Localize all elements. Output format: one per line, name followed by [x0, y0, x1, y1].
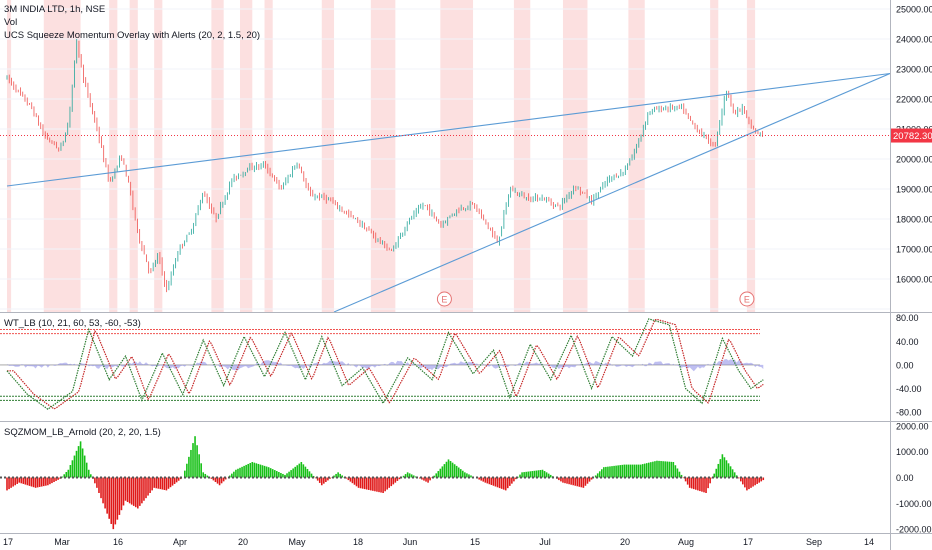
time-tick-label: 14	[864, 537, 874, 547]
time-tick-label: 15	[470, 537, 480, 547]
time-tick-label: 20	[620, 537, 630, 547]
vol-legend[interactable]: Vol	[4, 17, 18, 28]
last-price-tag: 20782.30	[0, 128, 932, 143]
squeeze-band	[562, 0, 588, 312]
squeeze-band	[440, 0, 474, 312]
price-tick-label: 19000.00	[896, 185, 932, 195]
squeeze-band	[129, 0, 138, 312]
time-tick-label: Mar	[54, 537, 70, 547]
wt-legend[interactable]: WT_LB (10, 21, 60, 53, -60, -53)	[4, 318, 141, 329]
wt-tick-label: -80.00	[896, 408, 922, 418]
sqz-tick-label: 1000.00	[896, 447, 929, 457]
ucs-legend[interactable]: UCS Squeeze Momentum Overlay with Alerts…	[4, 30, 261, 41]
wt2-line	[7, 318, 764, 410]
price-tick-label: 24000.00	[896, 35, 932, 45]
trendlines	[6, 72, 891, 313]
squeeze-band	[710, 0, 719, 312]
price-candles	[6, 39, 763, 293]
sqz-tick-label: -1000.00	[896, 499, 932, 509]
sqz-legend[interactable]: SQZMOM_LB_Arnold (20, 2, 20, 1.5)	[4, 427, 161, 438]
time-tick-label: Jun	[403, 537, 418, 547]
earnings-marker	[739, 291, 755, 307]
wt-axis[interactable]: 80.00 40.00 0.00 -40.00 -80.00	[896, 313, 922, 417]
squeeze-band	[109, 0, 118, 312]
squeeze-bands	[7, 0, 756, 312]
wt-diff-area	[7, 359, 764, 372]
squeeze-band	[264, 0, 273, 312]
time-tick-label: Jul	[539, 537, 551, 547]
squeeze-momentum	[0, 436, 765, 530]
symbol-title[interactable]: 3M INDIA LTD, 1h, NSE	[4, 4, 106, 15]
sqz-axis[interactable]: 2000.00 1000.00 0.00 -1000.00 -2000.00	[896, 421, 932, 534]
grid-lines	[0, 8, 890, 310]
time-tick-label: 16	[113, 537, 123, 547]
price-tick-label: 20000.00	[896, 155, 932, 165]
price-tick-label: 23000.00	[896, 65, 932, 75]
price-tick-label: 22000.00	[896, 95, 932, 105]
earnings-marker	[436, 291, 452, 307]
wt-tick-label: 40.00	[896, 337, 919, 347]
trendline	[6, 72, 891, 187]
earnings-label: E	[744, 295, 750, 305]
last-price-box	[891, 128, 932, 143]
time-tick-label: May	[288, 537, 306, 547]
squeeze-band	[746, 0, 756, 312]
time-tick-label: Aug	[678, 537, 694, 547]
wt-tick-label: -40.00	[896, 384, 922, 394]
price-tick-label: 18000.00	[896, 215, 932, 225]
squeeze-band	[211, 0, 224, 312]
wt-indicator	[0, 318, 764, 410]
time-tick-label: 17	[3, 537, 13, 547]
price-tick-label: 17000.00	[896, 245, 932, 255]
squeeze-band	[321, 0, 335, 312]
sqz-tick-label: 0.00	[896, 473, 914, 483]
sqz-tick-label: 2000.00	[896, 421, 929, 431]
price-tick-label: 16000.00	[896, 275, 932, 285]
time-tick-label: Apr	[173, 537, 187, 547]
squeeze-band	[43, 0, 81, 312]
last-price-label: 20782.30	[893, 131, 932, 142]
time-tick-label: 18	[353, 537, 363, 547]
squeeze-band	[370, 0, 396, 312]
wt1-line	[6, 318, 764, 410]
time-tick-label: 17	[743, 537, 753, 547]
squeeze-band	[513, 0, 531, 312]
time-axis[interactable]: 17 Mar 16 Apr 20 May 18 Jun 15 Jul 20 Aug 17 Sep 14	[3, 537, 874, 547]
earnings-label: E	[441, 295, 447, 305]
time-tick-label: Sep	[806, 537, 822, 547]
wt-tick-label: 80.00	[896, 313, 919, 323]
price-tick-label: 25000.00	[896, 5, 932, 15]
time-tick-label: 20	[238, 537, 248, 547]
squeeze-band	[628, 0, 645, 312]
trendline	[333, 72, 891, 313]
squeeze-band	[7, 0, 12, 312]
wt-tick-label: 0.00	[896, 360, 914, 370]
squeeze-band	[154, 0, 163, 312]
sqz-tick-label: -2000.00	[896, 525, 932, 535]
